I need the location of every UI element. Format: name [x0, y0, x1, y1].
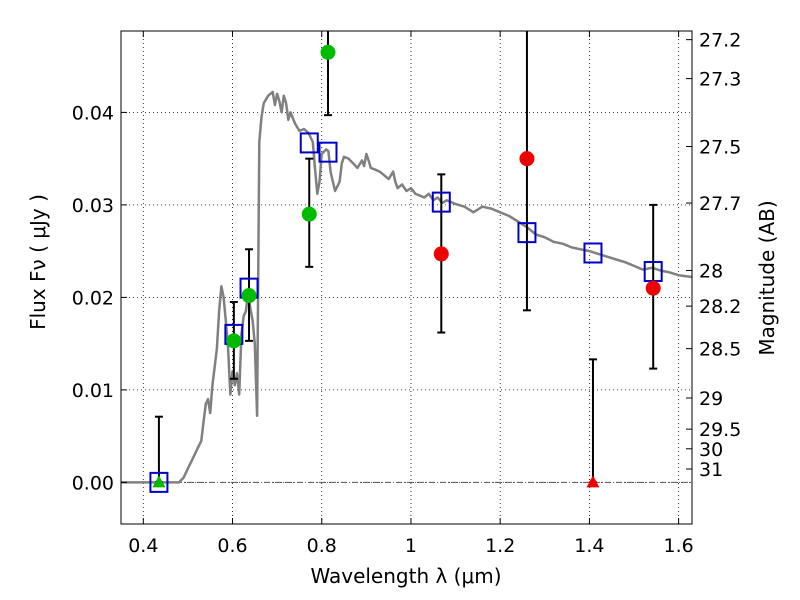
- x-tick-label: 0.8: [307, 535, 337, 557]
- model-box: [517, 222, 537, 244]
- model-box: [299, 132, 319, 154]
- model-box: [149, 471, 169, 493]
- red-dot: [645, 280, 661, 296]
- right-tick-label: 27.3: [699, 69, 741, 91]
- template-spectrum: [121, 90, 692, 484]
- model-box: [431, 191, 451, 213]
- model-box: [583, 242, 603, 264]
- right-tick-label: 29.5: [699, 419, 741, 441]
- y-tick-label: 0.03: [72, 195, 114, 217]
- right-tick-label: 30: [699, 439, 723, 461]
- right-tick-label: 27.7: [699, 193, 741, 215]
- right-axis-title: Magnitude (AB): [755, 200, 779, 355]
- right-tick-label: 28.2: [699, 296, 741, 318]
- green-dot: [320, 44, 336, 60]
- red-dot: [433, 246, 449, 262]
- tick-labels: 0.4 0.6 0.8 1 1.2 1.4 1.6 0.00 0.01 0.02 0.03 0.04 2…: [72, 30, 742, 557]
- x-tick-label: 1.2: [485, 535, 515, 557]
- right-tick-label: 31: [699, 459, 723, 481]
- x-tick-label: 0.6: [217, 535, 247, 557]
- limit-triangle: [586, 475, 600, 488]
- right-tick-label: 28: [699, 260, 723, 282]
- right-tick-label: 27.2: [699, 30, 741, 52]
- green-dot: [226, 333, 242, 349]
- axis-ticks: [121, 31, 692, 524]
- green-dot: [301, 206, 317, 222]
- observed-markers: [152, 44, 661, 488]
- x-tick-label: 1.6: [664, 535, 694, 557]
- limit-triangle: [152, 475, 166, 488]
- y-tick-label: 0.01: [72, 380, 114, 402]
- model-box: [318, 141, 338, 163]
- x-tick-label: 1.4: [574, 535, 604, 557]
- y-tick-label: 0.04: [72, 102, 114, 124]
- plot-frame: [120, 30, 693, 525]
- right-tick-label: 28.5: [699, 339, 741, 361]
- template-spectrum-line: [121, 90, 692, 484]
- red-dot: [519, 151, 535, 167]
- plot-area: [121, 31, 692, 524]
- right-tick-label: 29: [699, 388, 723, 410]
- x-tick-label: 1: [405, 535, 417, 557]
- y-tick-label: 0.00: [72, 472, 114, 494]
- y-axis-title: Flux Fν ( μJy ): [26, 194, 50, 330]
- x-tick-label: 0.4: [128, 535, 158, 557]
- right-tick-label: 27.5: [699, 137, 741, 159]
- y-tick-label: 0.02: [72, 287, 114, 309]
- x-axis-title: Wavelength λ (μm): [310, 564, 501, 588]
- green-dot: [241, 288, 257, 304]
